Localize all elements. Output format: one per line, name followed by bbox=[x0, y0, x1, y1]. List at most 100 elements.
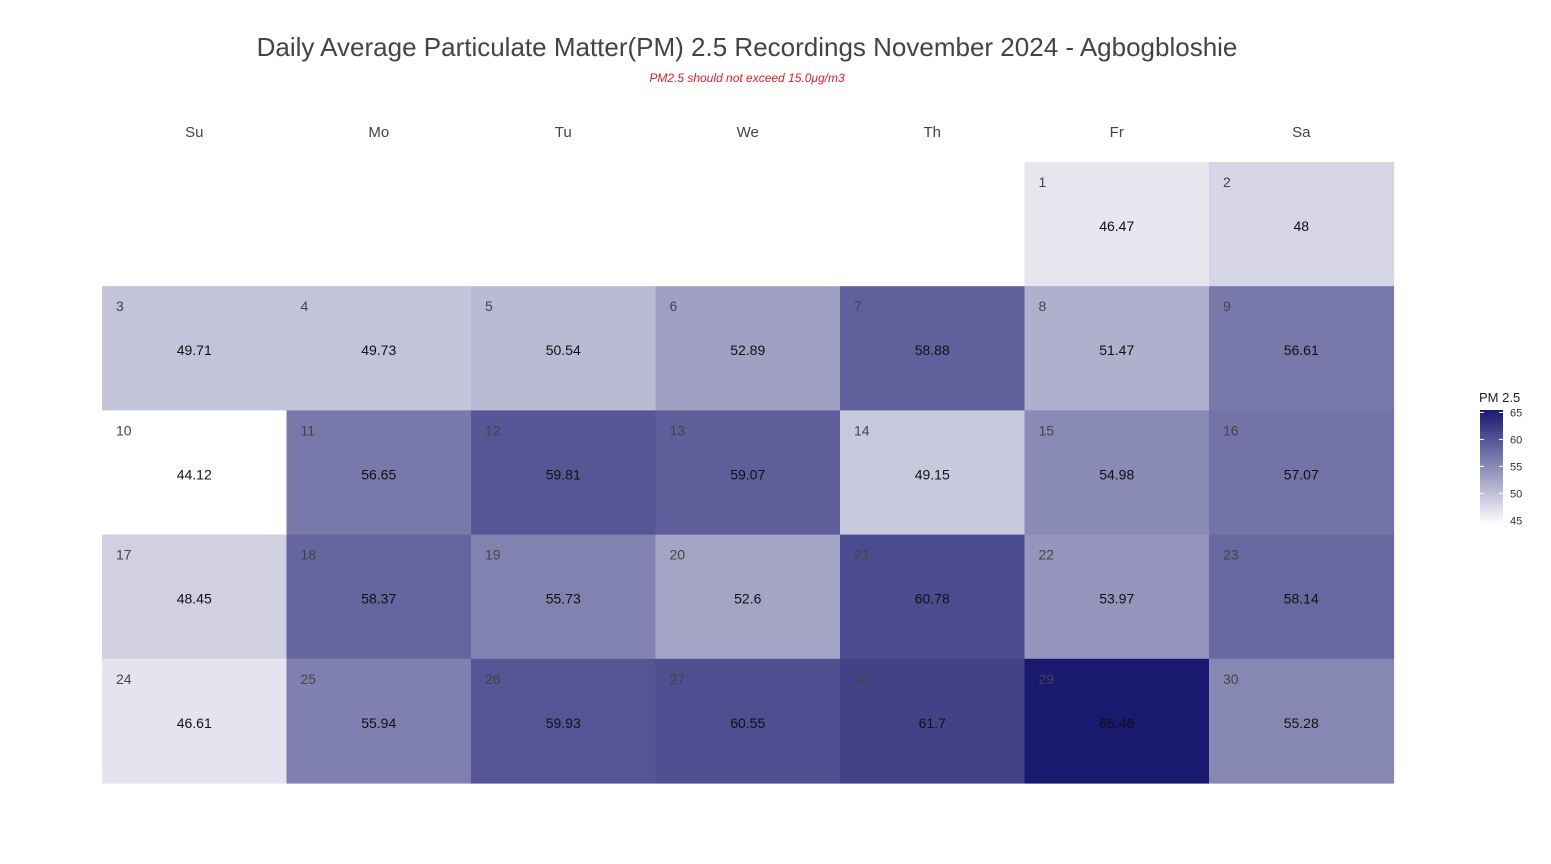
calendar-cell: 449.73 bbox=[286, 286, 472, 411]
heat-cell bbox=[655, 286, 841, 411]
calendar-cell: 146.47 bbox=[1024, 162, 1210, 287]
day-number-label: 5 bbox=[485, 298, 493, 314]
day-number-label: 26 bbox=[485, 671, 501, 687]
heat-cell bbox=[840, 286, 1026, 411]
value-label: 59.93 bbox=[546, 715, 581, 731]
calendar-cell: 2 48 bbox=[1209, 162, 1395, 287]
day-number-label: 23 bbox=[1223, 547, 1239, 563]
calendar-cell: 12 59.81 bbox=[471, 410, 657, 536]
legend-tick-label: 45 bbox=[1510, 515, 1522, 527]
legend-colorbar bbox=[1480, 410, 1503, 525]
calendar-cell: 10 44.12 bbox=[102, 410, 288, 536]
heat-cell bbox=[1024, 534, 1210, 660]
day-number-label: 29 bbox=[1039, 671, 1055, 687]
heat-cell bbox=[1024, 410, 1210, 536]
chart-subtitle: PM2.5 should not exceed 15.0μg/m3 bbox=[649, 71, 845, 85]
value-label: 58.88 bbox=[915, 342, 950, 358]
heat-cell bbox=[471, 410, 657, 536]
calendar-cell: 16 57.07 bbox=[1209, 410, 1395, 536]
value-label: 56.65 bbox=[361, 466, 396, 482]
heat-cell bbox=[102, 410, 288, 536]
value-label: 46.61 bbox=[177, 715, 212, 731]
legend-title: PM 2.5 bbox=[1479, 390, 1521, 405]
heat-cell bbox=[1209, 410, 1395, 536]
legend-tick-label: 55 bbox=[1510, 461, 1522, 473]
day-number-label: 8 bbox=[1039, 298, 1047, 314]
day-number-label: 12 bbox=[485, 422, 501, 438]
calendar-cell: 15 54.98 bbox=[1024, 410, 1210, 536]
heat-cell bbox=[471, 286, 657, 411]
calendar-cell: 27 60.55 bbox=[655, 658, 841, 784]
day-number-label: 15 bbox=[1039, 422, 1055, 438]
day-number-label: 19 bbox=[485, 547, 501, 563]
day-number-label: 27 bbox=[670, 671, 686, 687]
value-label: 55.73 bbox=[546, 591, 581, 607]
calendar-cell: 30 55.28 bbox=[1209, 658, 1395, 784]
day-number-label: 1 bbox=[1039, 174, 1047, 190]
day-number-label: 13 bbox=[670, 422, 686, 438]
heat-cell bbox=[1024, 162, 1210, 287]
day-number-label: 28 bbox=[854, 671, 870, 687]
heat-cell bbox=[1209, 534, 1395, 660]
value-label: 60.55 bbox=[730, 715, 765, 731]
value-label: 55.94 bbox=[361, 715, 396, 731]
calendar-cell: 11 56.65 bbox=[286, 410, 472, 536]
day-number-label: 3 bbox=[116, 298, 124, 314]
value-label: 58.37 bbox=[361, 591, 396, 607]
weekday-label-th: Th bbox=[923, 124, 941, 141]
calendar-cell: 23 58.14 bbox=[1209, 534, 1395, 660]
weekday-label-fr: Fr bbox=[1110, 124, 1124, 141]
day-number-label: 17 bbox=[116, 547, 132, 563]
calendar-cell: 19 55.73 bbox=[471, 534, 657, 660]
heat-cell bbox=[655, 534, 841, 660]
value-label: 65.46 bbox=[1099, 715, 1134, 731]
day-number-label: 2 bbox=[1223, 174, 1231, 190]
calendar-cell: 758.88 bbox=[840, 286, 1026, 411]
heat-cell bbox=[1209, 162, 1395, 287]
day-number-label: 4 bbox=[301, 298, 309, 314]
value-label: 58.14 bbox=[1284, 591, 1319, 607]
calendar-cell: 21 60.78 bbox=[840, 534, 1026, 660]
weekday-label-tu: Tu bbox=[555, 124, 572, 141]
calendar-cell: 20 52.6 bbox=[655, 534, 841, 660]
heat-cell bbox=[1209, 658, 1395, 784]
day-number-label: 16 bbox=[1223, 422, 1239, 438]
legend-tick-label: 65 bbox=[1510, 407, 1522, 419]
value-label: 50.54 bbox=[546, 342, 581, 358]
value-label: 53.97 bbox=[1099, 591, 1134, 607]
value-label: 54.98 bbox=[1099, 466, 1134, 482]
value-label: 46.47 bbox=[1099, 218, 1134, 234]
calendar-cell: 25 55.94 bbox=[286, 658, 472, 784]
heat-cell bbox=[286, 410, 472, 536]
weekday-label-sa: Sa bbox=[1292, 124, 1311, 141]
value-label: 52.89 bbox=[730, 342, 765, 358]
heat-cell bbox=[102, 534, 288, 660]
day-number-label: 20 bbox=[670, 547, 686, 563]
calendar-cell: 28 61.7 bbox=[840, 658, 1026, 784]
day-number-label: 14 bbox=[854, 422, 870, 438]
day-number-label: 21 bbox=[854, 547, 870, 563]
day-number-label: 9 bbox=[1223, 298, 1231, 314]
calendar-cell: 17 48.45 bbox=[102, 534, 288, 660]
day-number-label: 22 bbox=[1039, 547, 1055, 563]
value-label: 59.81 bbox=[546, 466, 581, 482]
value-label: 57.07 bbox=[1284, 466, 1319, 482]
calendar-cell: 550.54 bbox=[471, 286, 657, 411]
day-number-label: 30 bbox=[1223, 671, 1239, 687]
day-number-label: 18 bbox=[301, 547, 317, 563]
value-label: 55.28 bbox=[1284, 715, 1319, 731]
value-label: 49.15 bbox=[915, 466, 950, 482]
day-number-label: 11 bbox=[301, 422, 316, 438]
heat-cell bbox=[1209, 286, 1395, 411]
calendar-cell: 14 49.15 bbox=[840, 410, 1026, 536]
calendar-cell: 22 53.97 bbox=[1024, 534, 1210, 660]
heat-cell bbox=[471, 534, 657, 660]
calendar-cell: 652.89 bbox=[655, 286, 841, 411]
value-label: 44.12 bbox=[177, 466, 212, 482]
heat-cell bbox=[286, 534, 472, 660]
weekday-label-su: Su bbox=[185, 124, 203, 141]
day-number-label: 10 bbox=[116, 422, 132, 438]
heat-cell bbox=[1024, 658, 1210, 784]
day-number-label: 6 bbox=[670, 298, 678, 314]
